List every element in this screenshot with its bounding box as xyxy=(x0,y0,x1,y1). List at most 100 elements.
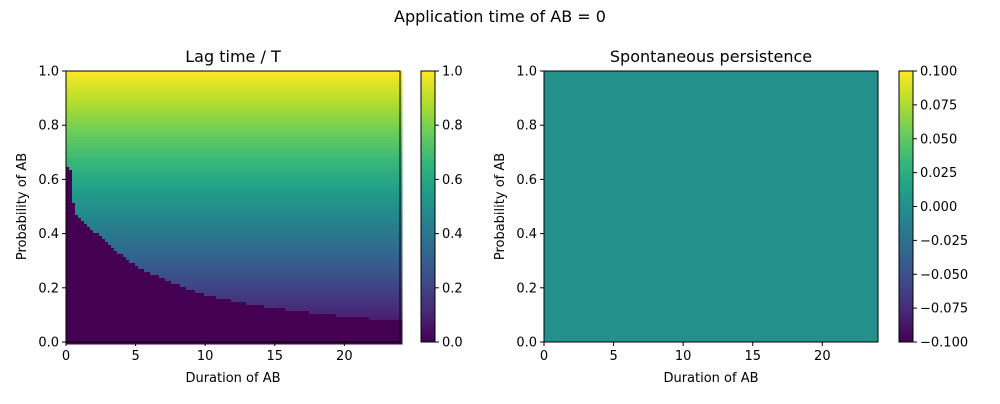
heatmap-cell xyxy=(297,113,301,117)
heatmap-cell xyxy=(330,155,334,159)
heatmap-cell xyxy=(261,143,265,147)
heatmap-cell xyxy=(276,128,280,132)
heatmap-cell xyxy=(387,188,391,192)
heatmap-cell xyxy=(336,194,340,198)
heatmap-cell xyxy=(285,92,289,96)
heatmap-cell xyxy=(345,167,349,171)
heatmap-cell xyxy=(249,116,253,120)
heatmap-cell xyxy=(165,101,169,105)
heatmap-cell xyxy=(249,128,253,132)
heatmap-cell xyxy=(354,71,358,75)
heatmap-cell xyxy=(195,92,199,96)
heatmap-cell xyxy=(66,185,70,189)
heatmap-cell xyxy=(384,101,388,105)
heatmap-cell xyxy=(237,152,241,156)
heatmap-cell xyxy=(300,122,304,126)
heatmap-cell xyxy=(357,107,361,111)
heatmap-cell xyxy=(351,134,355,138)
heatmap-cell xyxy=(87,161,91,165)
heatmap-cell xyxy=(165,152,169,156)
heatmap-cell xyxy=(186,152,190,156)
heatmap-cell xyxy=(162,158,166,162)
heatmap-cell xyxy=(321,119,325,123)
heatmap-cell xyxy=(234,176,238,180)
heatmap-cell xyxy=(87,74,91,78)
heatmap-cell xyxy=(66,155,70,159)
heatmap-cell xyxy=(393,197,397,201)
heatmap-cell xyxy=(285,179,289,183)
heatmap-cell xyxy=(135,170,139,174)
heatmap-cell xyxy=(99,131,103,135)
heatmap-cell xyxy=(369,122,373,126)
heatmap-cell xyxy=(195,77,199,81)
heatmap-cell xyxy=(222,188,226,192)
heatmap-cell xyxy=(126,101,130,105)
heatmap-cell xyxy=(222,86,226,90)
heatmap-cell xyxy=(246,182,250,186)
heatmap-cell xyxy=(327,80,331,84)
heatmap-cell xyxy=(180,113,184,117)
heatmap-cell xyxy=(354,107,358,111)
heatmap-cell xyxy=(342,89,346,93)
heatmap-cell xyxy=(342,200,346,204)
heatmap-cell xyxy=(327,149,331,153)
heatmap-cell xyxy=(360,185,364,189)
heatmap-cell xyxy=(261,83,265,87)
heatmap-cell xyxy=(210,137,214,141)
heatmap-cell xyxy=(147,188,151,192)
heatmap-cell xyxy=(150,101,154,105)
heatmap-cell xyxy=(234,101,238,105)
heatmap-cell xyxy=(309,86,313,90)
heatmap-cell xyxy=(126,185,130,189)
heatmap-cell xyxy=(354,80,358,84)
heatmap-cell xyxy=(141,101,145,105)
heatmap-cell xyxy=(342,143,346,147)
heatmap-cell xyxy=(261,188,265,192)
heatmap-cell xyxy=(198,158,202,162)
heatmap-cell xyxy=(228,179,232,183)
heatmap-cell xyxy=(351,143,355,147)
heatmap-cell xyxy=(93,128,97,132)
heatmap-cell xyxy=(99,149,103,153)
heatmap-cell xyxy=(114,167,118,171)
heatmap-cell xyxy=(279,185,283,189)
heatmap-cell xyxy=(360,125,364,129)
heatmap-cell xyxy=(225,83,229,87)
heatmap-cell xyxy=(282,155,286,159)
heatmap-cell xyxy=(201,149,205,153)
heatmap-cell xyxy=(243,131,247,135)
heatmap-cell xyxy=(252,179,256,183)
heatmap-cell xyxy=(360,89,364,93)
heatmap-cell xyxy=(333,170,337,174)
heatmap-cell xyxy=(330,101,334,105)
heatmap-cell xyxy=(285,104,289,108)
heatmap-cell xyxy=(261,74,265,78)
heatmap-cell xyxy=(87,140,91,144)
heatmap-cell xyxy=(315,164,319,168)
heatmap-cell xyxy=(84,185,88,189)
heatmap-cell xyxy=(321,149,325,153)
heatmap-cell xyxy=(216,134,220,138)
heatmap-cell xyxy=(174,89,178,93)
heatmap-cell xyxy=(228,131,232,135)
heatmap-cell xyxy=(297,173,301,177)
heatmap-cell xyxy=(369,95,373,99)
heatmap-cell xyxy=(324,77,328,81)
heatmap-cell xyxy=(288,197,292,201)
heatmap-cell xyxy=(129,146,133,150)
heatmap-cell xyxy=(393,194,397,198)
heatmap-cell xyxy=(327,137,331,141)
heatmap-cell xyxy=(81,122,85,126)
heatmap-cell xyxy=(237,173,241,177)
heatmap-cell xyxy=(171,137,175,141)
heatmap-cell xyxy=(105,149,109,153)
heatmap-cell xyxy=(351,200,355,204)
heatmap-cell xyxy=(75,95,79,99)
heatmap-cell xyxy=(117,116,121,120)
heatmap-cell xyxy=(276,113,280,117)
heatmap-cell xyxy=(354,158,358,162)
heatmap-cell xyxy=(162,137,166,141)
heatmap-cell xyxy=(315,182,319,186)
heatmap-cell xyxy=(339,74,343,78)
heatmap-cell xyxy=(144,107,148,111)
